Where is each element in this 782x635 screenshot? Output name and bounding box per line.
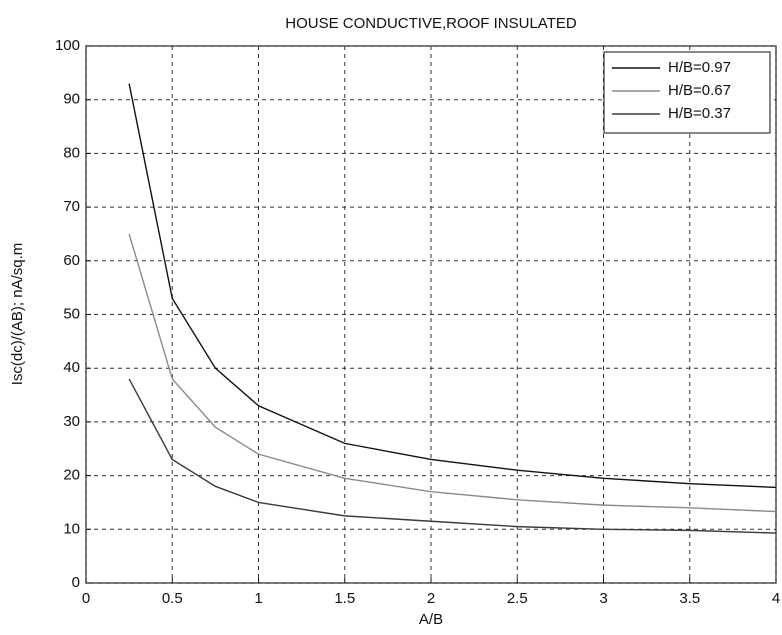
y-tick-label: 90	[63, 91, 80, 108]
y-tick-label: 100	[55, 37, 80, 54]
legend-label: H/B=0.67	[668, 82, 731, 99]
legend-label: H/B=0.37	[668, 105, 731, 122]
y-tick-label: 30	[63, 413, 80, 430]
x-tick-label: 0.5	[162, 590, 183, 607]
x-axis-label: A/B	[419, 611, 443, 628]
y-tick-label: 50	[63, 305, 80, 322]
legend-box	[603, 51, 771, 134]
y-tick-label: 0	[72, 574, 80, 591]
chart-title: HOUSE CONDUCTIVE,ROOF INSULATED	[285, 15, 577, 32]
y-tick-label: 60	[63, 252, 80, 269]
x-tick-label: 2	[427, 590, 435, 607]
series-line	[128, 233, 777, 513]
y-tick-label: 40	[63, 359, 80, 376]
x-tick-label: 1.5	[334, 590, 355, 607]
y-tick-label: 80	[63, 144, 80, 161]
x-tick-label: 4	[772, 590, 780, 607]
y-tick-label: 20	[63, 467, 80, 484]
y-axis-label: Isc(dc)/(AB); nA/sq.m	[9, 243, 26, 386]
x-tick-label: 0	[82, 590, 90, 607]
x-tick-label: 3	[599, 590, 607, 607]
x-tick-label: 2.5	[507, 590, 528, 607]
legend-label: H/B=0.97	[668, 59, 731, 76]
y-tick-label: 70	[63, 198, 80, 215]
x-tick-label: 1	[254, 590, 262, 607]
y-tick-label: 10	[63, 520, 80, 537]
series-line	[128, 83, 777, 489]
series-line	[128, 378, 777, 534]
x-tick-label: 3.5	[679, 590, 700, 607]
